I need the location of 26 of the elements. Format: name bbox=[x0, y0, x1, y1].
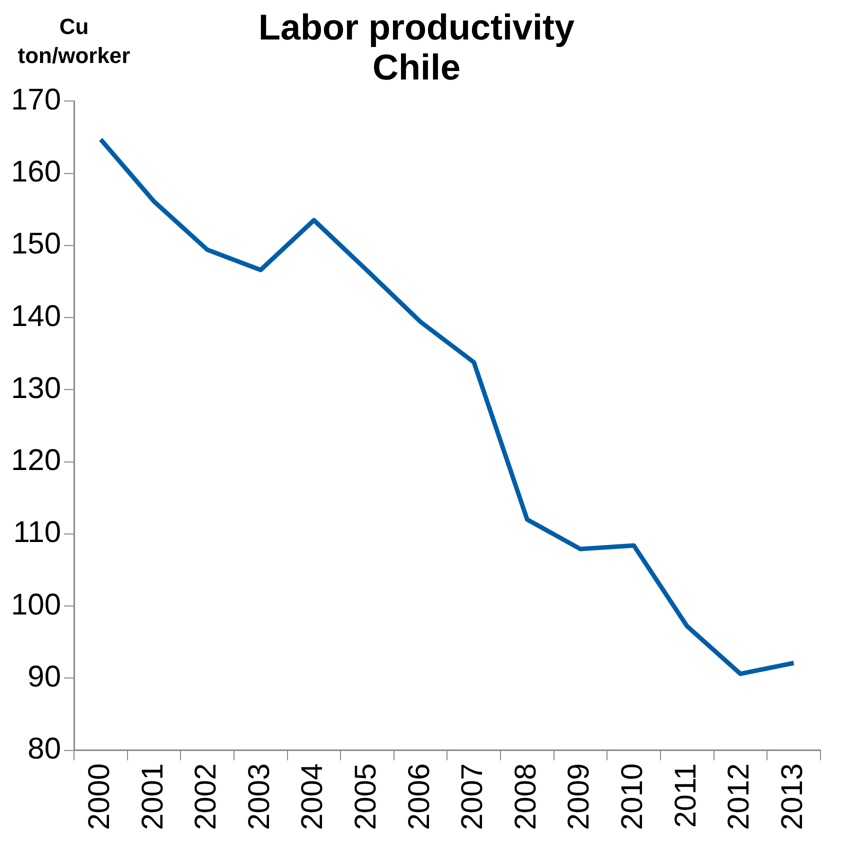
x-tick-label: 2004 bbox=[296, 763, 330, 830]
y-tick-label: 130 bbox=[10, 372, 62, 405]
x-tick-label: 2010 bbox=[616, 763, 650, 830]
x-tick-label: 2007 bbox=[456, 763, 490, 830]
y-tick-label: 160 bbox=[10, 156, 62, 189]
y-tick-label: 170 bbox=[10, 83, 62, 116]
x-tick-label: 2008 bbox=[509, 763, 542, 830]
y-tick-label: 110 bbox=[13, 516, 62, 550]
chart-title: Labor productivity Chile bbox=[258, 6, 575, 88]
x-tick-label: 2012 bbox=[722, 763, 756, 830]
y-tick-label: 100 bbox=[10, 588, 62, 622]
y-tick-label: 120 bbox=[10, 444, 62, 478]
x-tick-label: 2000 bbox=[82, 763, 116, 830]
y-tick-label: 150 bbox=[10, 228, 62, 261]
y-tick-label: 80 bbox=[28, 732, 62, 766]
x-tick-label: 2009 bbox=[562, 763, 596, 830]
x-tick-label: 2006 bbox=[402, 763, 436, 830]
x-tick-label: 2013 bbox=[776, 763, 809, 830]
y-axis-title: Cu ton/worker bbox=[18, 14, 131, 68]
x-tick-label: 2003 bbox=[242, 763, 276, 830]
x-tick-label: 2002 bbox=[190, 763, 223, 830]
x-tick-label: 2011 bbox=[669, 763, 702, 828]
y-tick-label: 90 bbox=[28, 660, 62, 694]
x-tick-label: 2005 bbox=[350, 763, 383, 830]
x-tick-label: 2001 bbox=[136, 763, 170, 830]
y-tick-label: 140 bbox=[10, 300, 62, 333]
